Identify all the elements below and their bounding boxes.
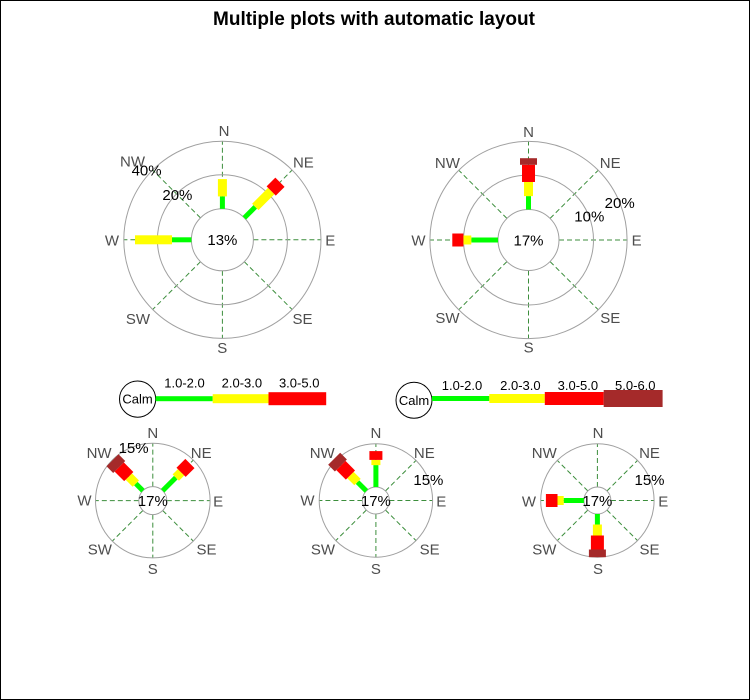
svg-text:SE: SE: [600, 310, 620, 327]
svg-text:SE: SE: [420, 542, 440, 559]
svg-text:20%: 20%: [605, 195, 635, 212]
svg-text:NE: NE: [600, 155, 621, 172]
svg-text:E: E: [658, 494, 668, 511]
svg-text:E: E: [632, 233, 642, 250]
svg-text:NW: NW: [435, 155, 461, 172]
svg-text:S: S: [593, 561, 603, 578]
svg-text:1.0-2.0: 1.0-2.0: [164, 376, 204, 391]
svg-text:W: W: [300, 493, 315, 510]
svg-text:NW: NW: [532, 445, 558, 462]
svg-text:20%: 20%: [162, 187, 192, 204]
svg-text:SW: SW: [532, 542, 557, 559]
svg-text:W: W: [77, 493, 92, 510]
svg-text:17%: 17%: [361, 493, 391, 510]
svg-text:E: E: [436, 494, 446, 511]
svg-text:1.0-2.0: 1.0-2.0: [442, 378, 482, 393]
svg-text:SW: SW: [435, 310, 460, 327]
svg-text:W: W: [105, 233, 120, 250]
svg-text:S: S: [217, 340, 227, 357]
svg-text:13%: 13%: [207, 232, 237, 249]
svg-text:W: W: [411, 233, 426, 250]
svg-text:17%: 17%: [513, 232, 543, 249]
svg-text:15%: 15%: [413, 472, 443, 489]
svg-text:NW: NW: [120, 153, 146, 170]
svg-text:N: N: [147, 425, 158, 442]
svg-text:NE: NE: [191, 445, 212, 462]
svg-text:SW: SW: [126, 311, 151, 328]
svg-text:E: E: [213, 494, 223, 511]
svg-text:2.0-3.0: 2.0-3.0: [222, 376, 262, 391]
svg-text:N: N: [593, 425, 604, 442]
svg-text:15%: 15%: [119, 440, 149, 457]
svg-text:S: S: [371, 561, 381, 578]
svg-text:N: N: [370, 425, 381, 442]
svg-text:15%: 15%: [634, 472, 664, 489]
svg-text:NW: NW: [310, 445, 336, 462]
svg-text:Multiple plots with automatic: Multiple plots with automatic layout: [213, 9, 536, 30]
svg-text:17%: 17%: [582, 493, 612, 510]
svg-text:Calm: Calm: [399, 393, 429, 408]
svg-text:SW: SW: [88, 542, 113, 559]
svg-text:S: S: [148, 561, 158, 578]
svg-text:40%: 40%: [132, 163, 162, 180]
svg-text:N: N: [219, 123, 230, 140]
svg-text:NE: NE: [293, 154, 314, 171]
svg-text:NW: NW: [87, 445, 113, 462]
svg-text:NE: NE: [639, 445, 660, 462]
svg-text:17%: 17%: [138, 493, 168, 510]
svg-text:3.0-5.0: 3.0-5.0: [558, 378, 598, 393]
svg-text:Calm: Calm: [122, 392, 152, 407]
svg-text:N: N: [523, 124, 534, 141]
svg-text:5.0-6.0: 5.0-6.0: [615, 378, 655, 393]
svg-text:10%: 10%: [574, 208, 604, 225]
svg-text:SE: SE: [292, 311, 312, 328]
svg-text:S: S: [524, 339, 534, 356]
svg-text:W: W: [522, 494, 537, 511]
svg-text:SE: SE: [196, 542, 216, 559]
svg-text:E: E: [325, 233, 335, 250]
svg-text:SW: SW: [311, 542, 336, 559]
svg-text:2.0-3.0: 2.0-3.0: [500, 378, 540, 393]
svg-text:3.0-5.0: 3.0-5.0: [279, 376, 319, 391]
svg-text:SE: SE: [639, 542, 659, 559]
svg-text:NE: NE: [414, 445, 435, 462]
